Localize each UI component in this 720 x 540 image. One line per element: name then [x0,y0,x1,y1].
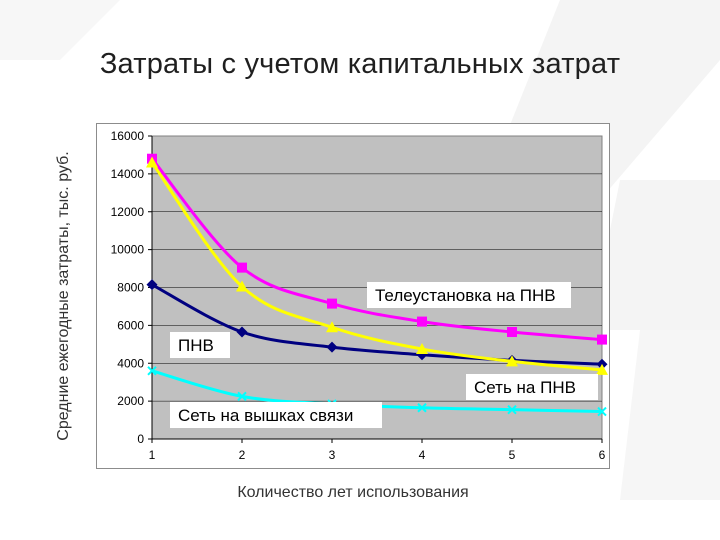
y-tick-label: 8000 [117,281,144,295]
series-label-box-4 [170,402,382,428]
data-point-s3-5 [506,355,518,367]
data-point-s1-6 [597,334,607,345]
data-point-s3-3 [326,321,338,333]
data-point-s3-2 [236,280,248,292]
data-point-s1-4 [417,316,427,327]
series-label-4: Сеть на вышках связи [178,406,353,425]
y-tick-label: 10000 [111,243,145,257]
x-tick-label: 5 [509,448,516,462]
x-tick-label: 3 [329,448,336,462]
series-line-1 [150,157,603,342]
y-tick-label: 6000 [117,318,144,332]
x-tick-label: 4 [419,448,426,462]
data-point-s3-6 [596,363,608,375]
x-tick-label: 1 [149,448,156,462]
data-point-s4-2 [237,391,247,402]
data-point-s1-5 [507,327,517,338]
data-point-s3-4 [416,343,428,355]
y-tick-label: 16000 [111,129,145,143]
y-tick-label: 4000 [117,356,144,370]
line-chart: 0 2000 4000 6000 8000 10000 12000 14000 16000 1 2 3… [111,129,608,462]
series-label-box-1 [367,282,571,308]
y-tick-label: 2000 [117,394,144,408]
y-tick-label: 0 [137,432,144,446]
data-point-s2-3 [326,341,338,353]
y-tick-label: 12000 [111,205,145,219]
x-axis-label: Количество лет использования [237,484,469,501]
data-point-s4-6 [597,406,607,417]
series-label-3: Сеть на ПНВ [474,378,576,397]
series-label-box-2 [170,332,230,358]
chart-frame: 0 2000 4000 6000 8000 10000 12000 14000 16000 1 2 3… [96,123,610,469]
x-tick-label: 2 [239,448,246,462]
data-point-s1-2 [237,262,247,273]
y-tick-label: 14000 [111,167,145,181]
data-point-s4-1 [147,366,157,376]
series-label-box-3 [466,374,598,400]
y-axis-label: Средние ежегодные затраты, тыс. руб. [55,151,72,441]
slide-title: Затраты с учетом капитальных затрат [99,48,621,80]
data-point-s4-5 [507,404,517,415]
series-label-1: Телеустановка на ПНВ [375,286,556,305]
data-point-s4-4 [417,403,427,413]
x-tick-label: 6 [599,448,606,462]
data-point-s1-3 [327,298,337,309]
data-point-s3-1 [146,156,158,168]
data-point-s2-2 [236,326,248,338]
data-point-s2-1 [146,279,158,291]
series-label-2: ПНВ [178,336,214,355]
